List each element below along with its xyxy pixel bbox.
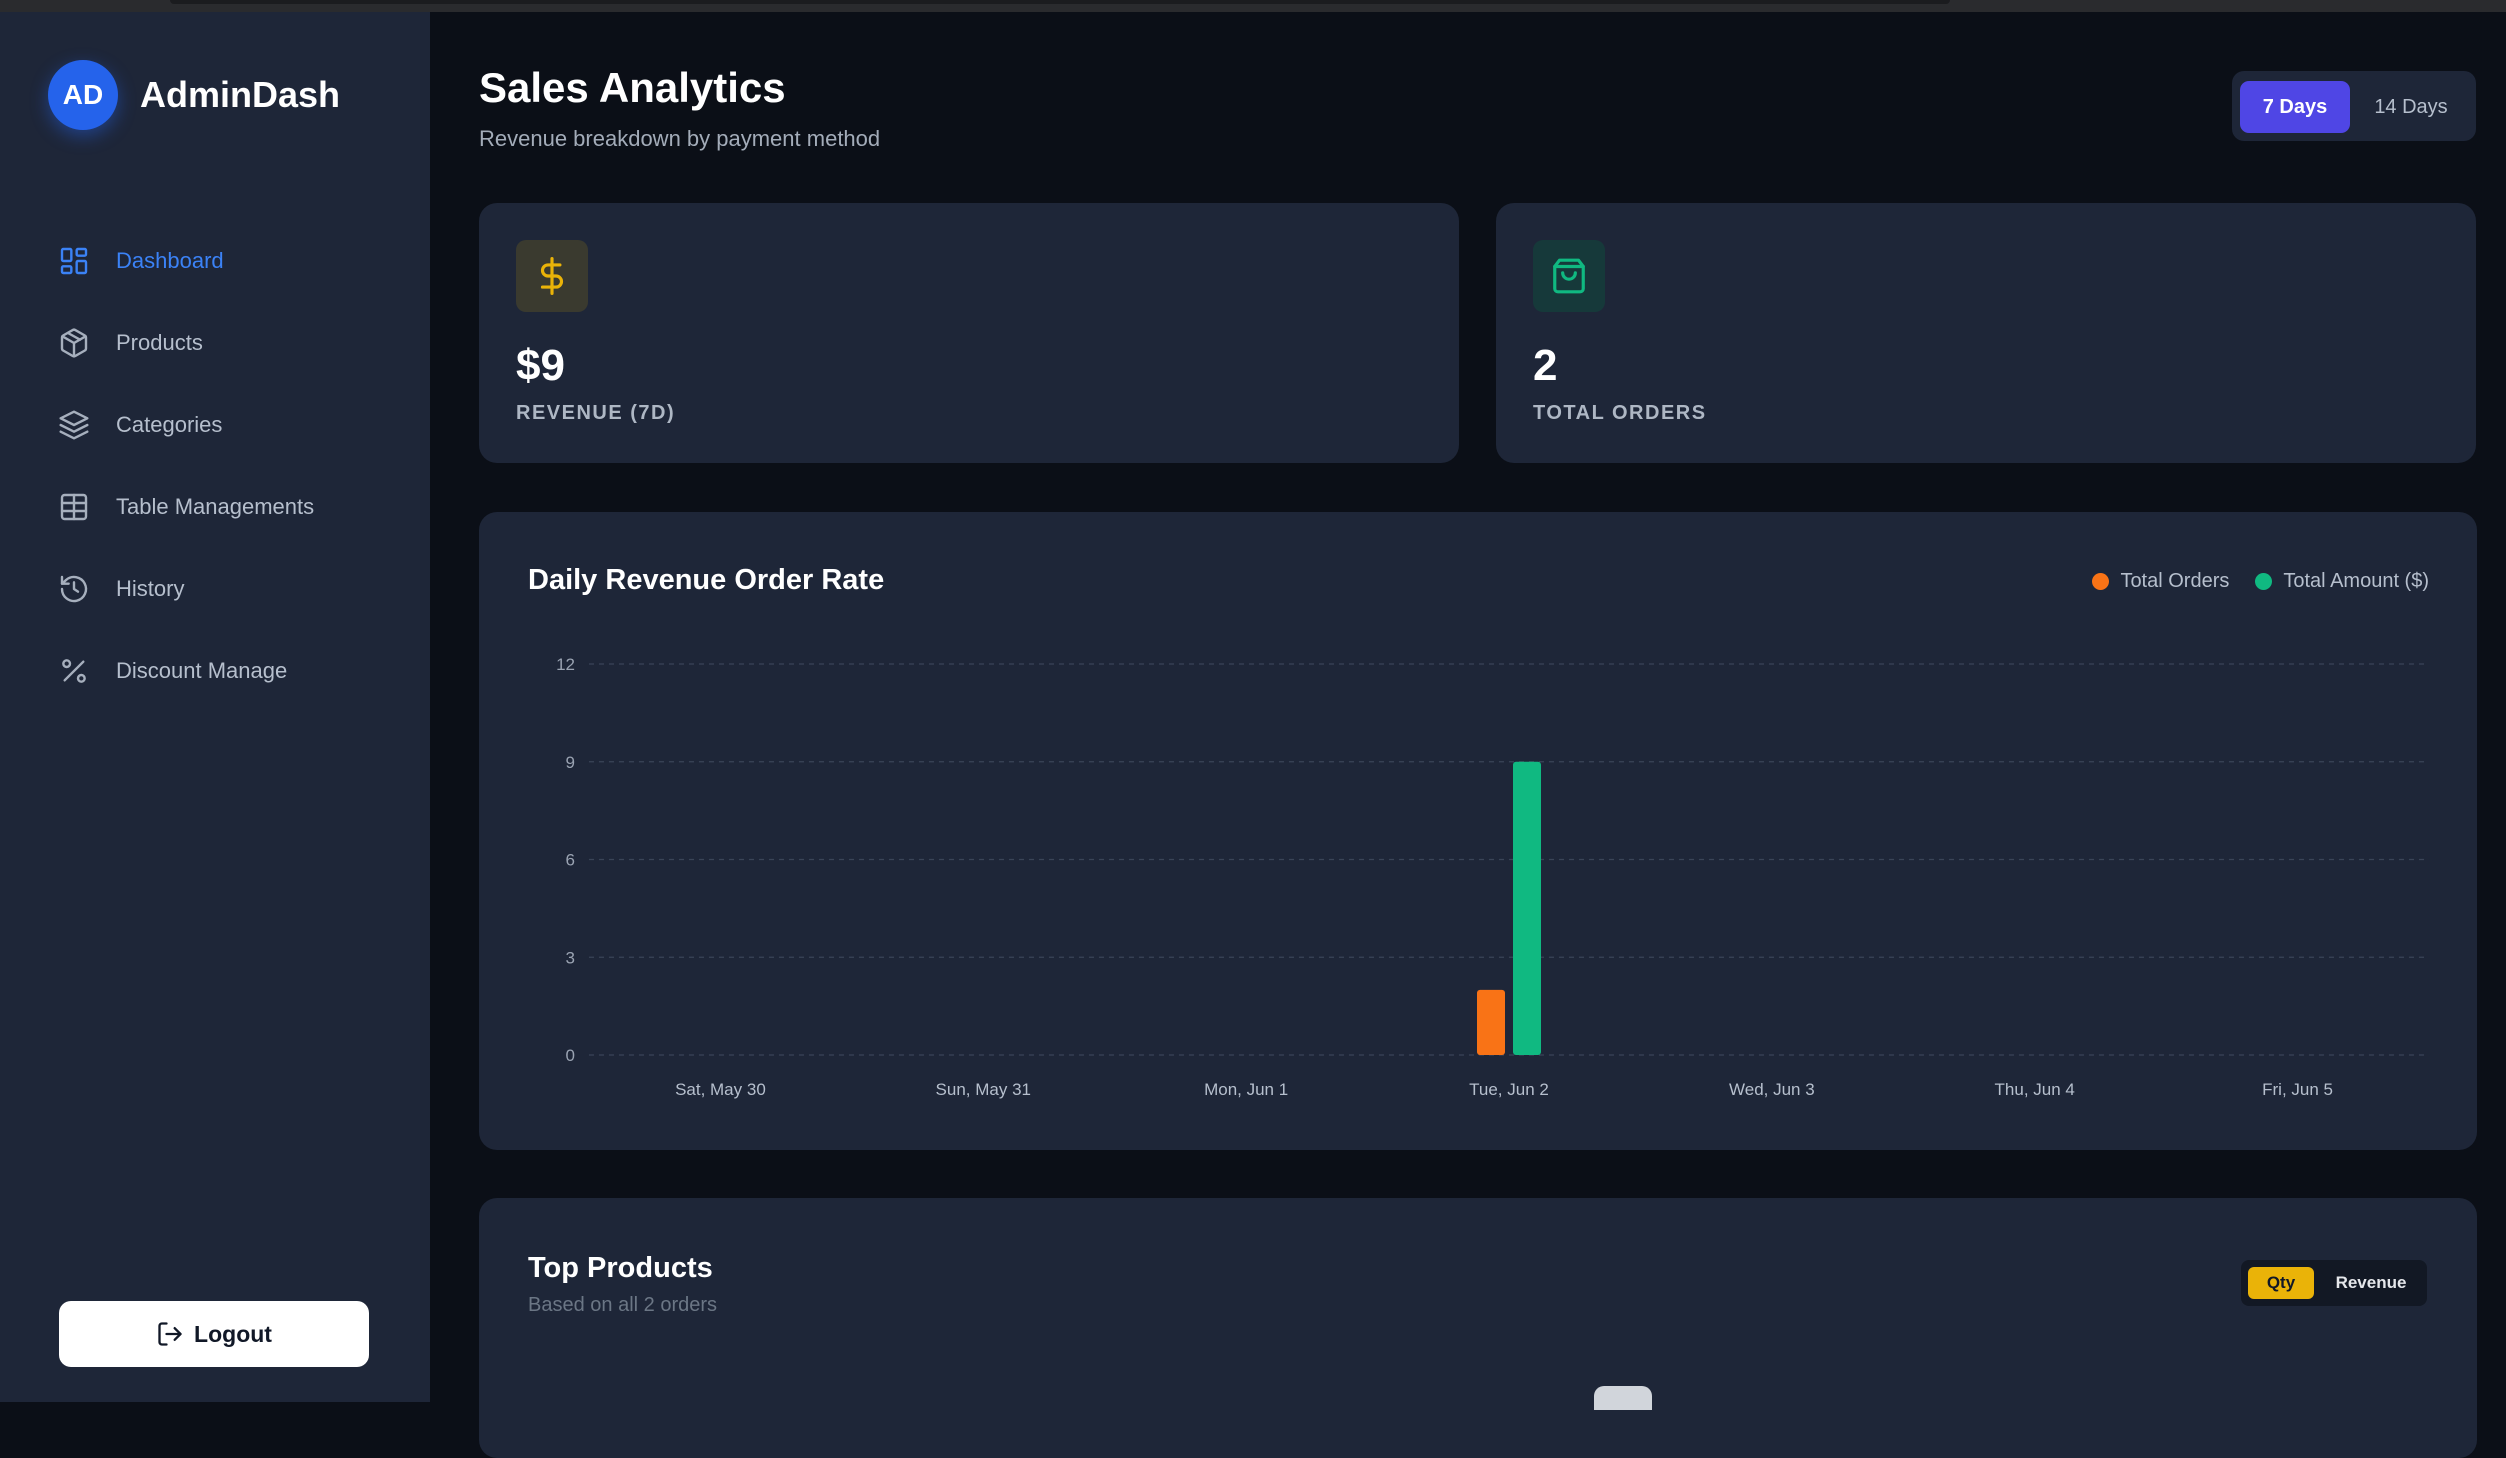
chart-legend: Total Orders Total Amount ($) xyxy=(2066,570,2429,593)
logout-button[interactable]: Logout xyxy=(59,1301,369,1367)
brand[interactable]: AD AdminDash xyxy=(48,60,340,130)
browser-tab-bar xyxy=(170,0,1950,4)
orders-card: 2 TOTAL ORDERS xyxy=(1496,203,2476,463)
top-products-title: Top Products xyxy=(528,1252,713,1284)
sidebar-item-table-managements[interactable]: Table Managements xyxy=(58,466,314,548)
legend-dot-orders xyxy=(2092,573,2110,590)
x-tick-label: Thu, Jun 4 xyxy=(1995,1080,2075,1099)
sidebar-item-label: Table Managements xyxy=(116,494,315,519)
percent-icon xyxy=(62,659,86,683)
revenue-value: $9 xyxy=(516,341,565,390)
x-tick-label: Sun, May 31 xyxy=(936,1080,1031,1099)
y-tick-label: 9 xyxy=(566,753,575,772)
logout-label: Logout xyxy=(194,1320,272,1347)
bar-total-orders xyxy=(1477,989,1505,1055)
sidebar-item-history[interactable]: History xyxy=(58,548,314,630)
history-icon xyxy=(60,575,88,603)
legend-dot-amount xyxy=(2255,573,2273,590)
layers-icon xyxy=(59,410,89,440)
sidebar-item-label: Products xyxy=(116,330,203,355)
revenue-icon-box xyxy=(516,240,588,312)
page-subtitle: Revenue breakdown by payment method xyxy=(479,126,881,151)
sidebar-item-discount-manage[interactable]: Discount Manage xyxy=(58,630,314,712)
top-products-card: Top Products Based on all 2 orders Qty R… xyxy=(479,1198,2477,1458)
legend-item-total-orders[interactable]: Total Orders xyxy=(2092,570,2229,593)
brand-avatar: AD xyxy=(48,60,118,130)
shopping-bag-icon xyxy=(1553,258,1585,294)
logout-icon xyxy=(158,1322,182,1346)
top-products-subtitle: Based on all 2 orders xyxy=(528,1294,718,1316)
brand-name: AdminDash xyxy=(140,74,341,115)
daily-revenue-chart-card: 0 3 6 9 12 Sat, May 30 Sun, May 31 Mon, Jun 1 Tu… xyxy=(479,512,2477,1150)
products-mode-toggle: Qty Revenue xyxy=(2241,1260,2427,1306)
sidebar-item-label: Categories xyxy=(116,412,223,437)
orders-label: TOTAL ORDERS xyxy=(1533,402,1707,424)
orders-value: 2 xyxy=(1533,341,1558,390)
dollar-icon xyxy=(540,257,563,295)
chart-placeholder-knob xyxy=(1594,1386,1652,1410)
sidebar-item-label: Dashboard xyxy=(116,248,224,273)
page-title: Sales Analytics xyxy=(479,64,786,111)
bar-total-amount xyxy=(1513,761,1541,1055)
box-icon xyxy=(60,328,88,358)
y-tick-label: 12 xyxy=(556,655,575,674)
qty-button[interactable]: Qty xyxy=(2248,1267,2314,1299)
orders-icon-box xyxy=(1533,240,1605,312)
x-tick-label: Sat, May 30 xyxy=(675,1080,766,1099)
range-14-days-button[interactable]: 14 Days xyxy=(2374,95,2448,118)
range-7-days-button[interactable]: 7 Days xyxy=(2240,81,2350,133)
x-tick-label: Fri, Jun 5 xyxy=(2262,1080,2333,1099)
y-tick-label: 0 xyxy=(566,1046,575,1065)
revenue-button[interactable]: Revenue xyxy=(2335,1273,2407,1292)
legend-item-total-amount[interactable]: Total Amount ($) xyxy=(2255,570,2429,593)
y-tick-label: 6 xyxy=(566,851,575,870)
range-toggle: 7 Days 14 Days xyxy=(2232,71,2476,141)
sidebar-nav: Dashboard Products Categories Table Mana… xyxy=(58,220,314,712)
revenue-label: REVENUE (7D) xyxy=(516,402,676,424)
sidebar-item-products[interactable]: Products xyxy=(58,302,314,384)
daily-revenue-chart: 0 3 6 9 12 Sat, May 30 Sun, May 31 Mon, Jun 1 Tu… xyxy=(556,655,2429,1099)
x-tick-label: Mon, Jun 1 xyxy=(1204,1080,1288,1099)
x-tick-label: Wed, Jun 3 xyxy=(1729,1080,1815,1099)
grid-icon xyxy=(60,247,88,275)
revenue-card: $9 REVENUE (7D) xyxy=(479,203,1459,463)
sidebar-item-label: Discount Manage xyxy=(116,658,288,683)
legend-label: Total Amount ($) xyxy=(2283,570,2429,592)
sidebar: AD AdminDash Dashboard Products Categori… xyxy=(0,12,430,1402)
chart-title: Daily Revenue Order Rate xyxy=(528,564,885,596)
browser-top-strip xyxy=(0,0,2506,12)
x-tick-label: Tue, Jun 2 xyxy=(1469,1080,1549,1099)
legend-label: Total Orders xyxy=(2120,570,2230,592)
sidebar-item-label: History xyxy=(116,576,185,601)
sidebar-item-categories[interactable]: Categories xyxy=(58,384,314,466)
table-icon xyxy=(60,493,88,521)
sidebar-item-dashboard[interactable]: Dashboard xyxy=(58,220,314,302)
y-tick-label: 3 xyxy=(566,948,575,967)
